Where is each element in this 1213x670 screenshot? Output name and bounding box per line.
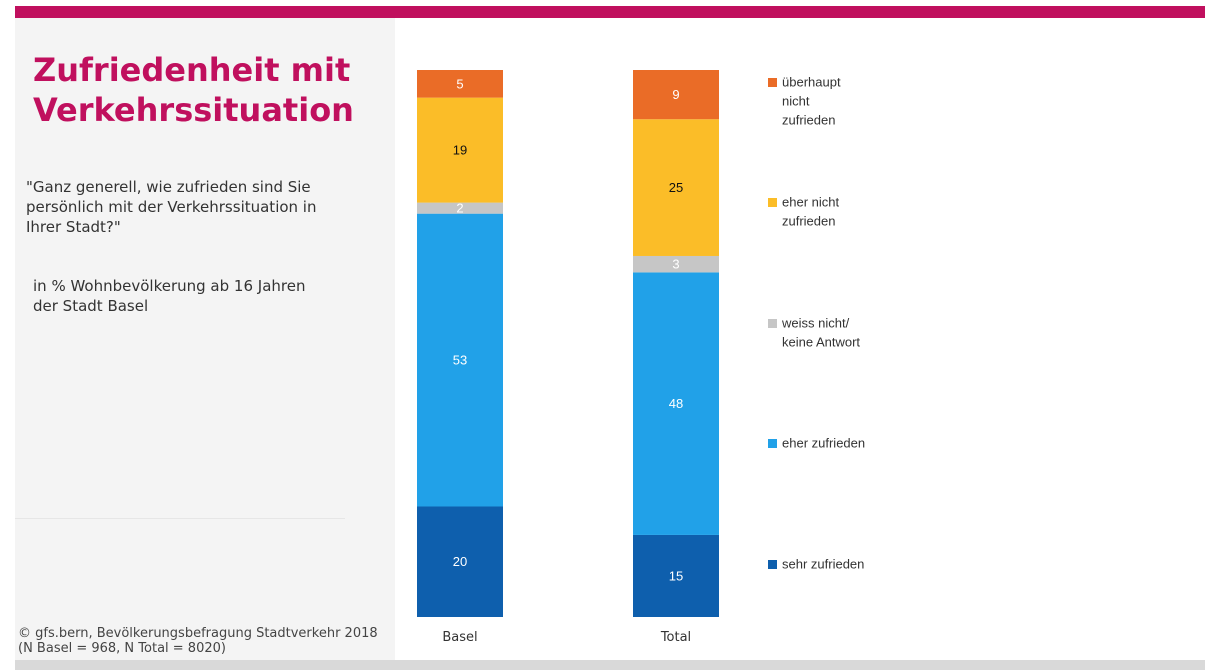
source-text: © gfs.bern, Bevölkerungsbefragung Stadtv… <box>18 626 378 641</box>
bar-segment-basel-eher-nicht-zufrieden <box>417 97 503 203</box>
chart-subtitle: in % Wohnbevölkerung ab 16 Jahren der St… <box>33 277 306 315</box>
bottom-bar <box>15 660 1205 670</box>
legend-label-sehr-zufrieden: sehr zufrieden <box>782 557 864 572</box>
bar-segment-basel-eher-zufrieden <box>417 213 503 507</box>
legend-swatch-eher-zufrieden <box>768 439 777 448</box>
data-label: 5 <box>456 76 463 91</box>
data-label: 48 <box>669 396 683 411</box>
legend-label-eher-nicht-zufrieden: eher nicht zufrieden <box>782 195 839 229</box>
survey-question: "Ganz generell, wie zufrieden sind Sie p… <box>26 178 317 236</box>
category-label: Basel <box>442 630 477 645</box>
bar-segment-basel-weiss-nicht-keine-antwort <box>417 202 503 214</box>
legend-label-überhaupt-nicht-zufrieden: überhaupt nicht zufrieden <box>782 75 841 128</box>
info-panel <box>15 18 395 660</box>
bar-segment-basel-sehr-zufrieden <box>417 506 503 617</box>
bar-segment-total-eher-zufrieden <box>633 272 719 535</box>
data-label: 53 <box>453 353 467 368</box>
source-note: © gfs.bern, Bevölkerungsbefragung Stadtv… <box>18 626 398 656</box>
legend-swatch-weiss-nicht-keine-antwort <box>768 319 777 328</box>
legend-label-eher-zufrieden: eher zufrieden <box>782 436 865 451</box>
data-label: 19 <box>453 143 467 158</box>
data-label: 15 <box>669 568 683 583</box>
top-accent-bar <box>15 6 1205 18</box>
chart-title: Zufriedenheit mit Verkehrssituation <box>33 51 354 129</box>
category-label: Total <box>660 630 691 645</box>
legend-swatch-überhaupt-nicht-zufrieden <box>768 78 777 87</box>
legend-swatch-sehr-zufrieden <box>768 560 777 569</box>
data-label: 2 <box>456 201 463 216</box>
bar-segment-basel-überhaupt-nicht-zufrieden <box>417 70 503 98</box>
bar-segment-total-überhaupt-nicht-zufrieden <box>633 70 719 120</box>
bar-segment-total-eher-nicht-zufrieden <box>633 119 719 256</box>
legend-swatch-eher-nicht-zufrieden <box>768 198 777 207</box>
panel-divider <box>15 518 345 519</box>
sample-size-text: (N Basel = 968, N Total = 8020) <box>18 641 226 656</box>
data-label: 20 <box>453 554 467 569</box>
bar-segment-total-weiss-nicht-keine-antwort <box>633 255 719 273</box>
bar-segment-total-sehr-zufrieden <box>633 534 719 617</box>
data-label: 25 <box>669 180 683 195</box>
data-label: 9 <box>672 87 679 102</box>
data-label: 3 <box>672 257 679 272</box>
legend-label-weiss-nicht-keine-antwort: weiss nicht/keine Antwort <box>781 316 860 350</box>
